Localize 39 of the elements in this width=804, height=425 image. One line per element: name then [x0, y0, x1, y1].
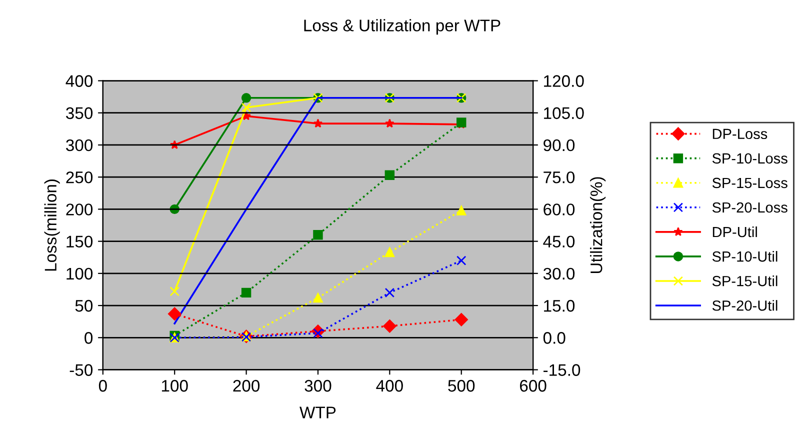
chart-title: Loss & Utilization per WTP: [304, 19, 500, 35]
legend-label: DP-Util: [712, 226, 757, 238]
y-tick-label: 0: [84, 332, 93, 344]
x-tick-label: 200: [233, 380, 260, 392]
legend-label: DP-Loss: [712, 128, 768, 140]
y-tick-label: 350: [66, 107, 93, 120]
legend-label: SP-20-Loss: [712, 202, 788, 213]
x-tick-label: 400: [376, 380, 403, 392]
legend-label: SP-15-Util: [712, 276, 778, 286]
legend-label: SP-15-Loss: [712, 178, 788, 188]
x-tick-label: 300: [304, 380, 332, 392]
y-tick-label: 250: [66, 171, 93, 184]
legend-label: SP-10-Loss: [712, 153, 788, 164]
x-tick-label: 600: [520, 380, 546, 392]
y2-axis-title: Utilization(%): [590, 177, 606, 274]
y-tick-label: 150: [66, 236, 93, 248]
x-tick-label: 100: [162, 380, 188, 392]
y2-tick-label: 0.0: [543, 332, 566, 344]
y2-tick-label: 120.0: [544, 75, 584, 87]
y-tick-label: 200: [66, 204, 93, 216]
y-tick-label: 50: [75, 300, 93, 312]
y2-tick-label: 45.0: [543, 236, 575, 248]
legend-label: SP-10-Util: [712, 251, 778, 262]
x-axis-title: WTP: [300, 406, 336, 418]
y-tick-label: 100: [66, 268, 93, 280]
x-tick-label: 0: [98, 380, 107, 392]
y2-tick-label: 30.0: [543, 268, 575, 280]
x-tick-label: 500: [448, 380, 475, 392]
y-tick-label: 400: [66, 75, 93, 87]
y-axis-title: Loss(million): [44, 180, 60, 271]
y2-tick-label: 105.0: [544, 107, 584, 120]
y-tick-label: -50: [70, 364, 93, 376]
y2-tick-label: 75.0: [544, 171, 575, 184]
y-tick-label: 300: [66, 139, 93, 152]
y2-tick-label: 90.0: [544, 139, 575, 152]
y2-tick-label: 15.0: [544, 300, 575, 312]
y2-tick-label: 60.0: [544, 204, 575, 216]
legend-label: SP-20-Util: [712, 300, 778, 311]
y2-tick-label: -15.0: [544, 364, 580, 376]
